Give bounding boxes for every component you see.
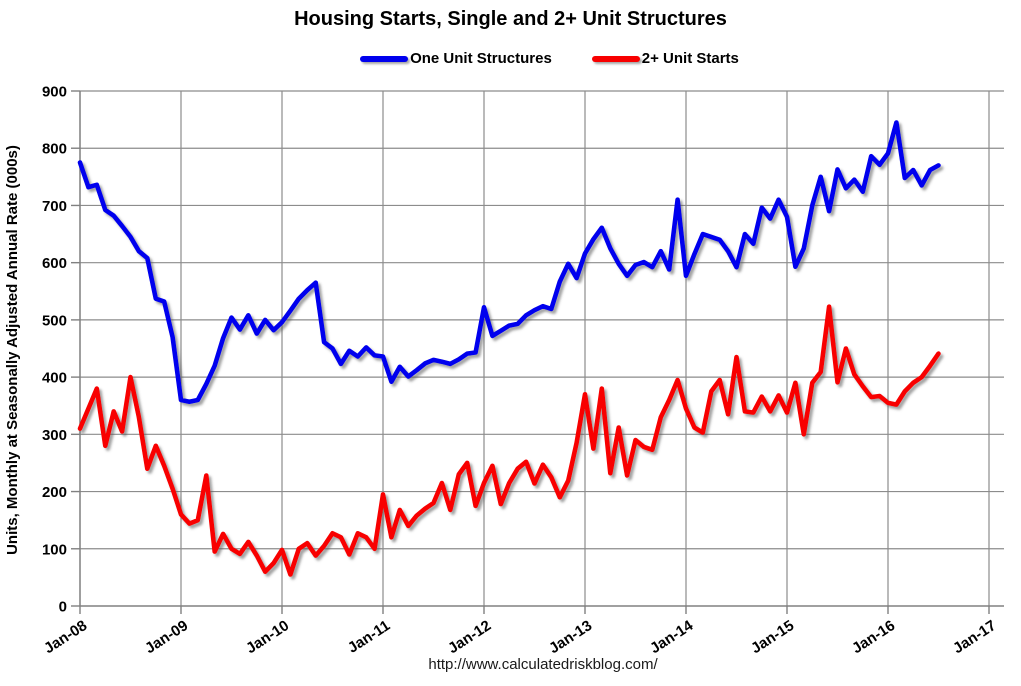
legend-item-one-unit: One Unit Structures [360,50,552,67]
y-tick-label: 0 [59,599,67,616]
chart-title: Housing Starts, Single and 2+ Unit Struc… [294,8,727,30]
x-tick-label: Jan-15 [748,617,797,657]
y-tick-labels: 0 100 200 300 400 500 600 700 800 900 [42,84,67,616]
one-unit-line-icon [360,55,409,62]
series-two-plus-line [77,304,941,577]
axis-lines [79,91,1004,607]
x-tick-label: Jan-17 [950,617,999,657]
x-tick-label: Jan-08 [41,617,90,657]
y-tick-label: 300 [42,427,67,444]
y-tick-label: 400 [42,370,67,387]
y-tick-label: 900 [42,84,67,101]
data-series [77,120,941,577]
y-tick-label: 600 [42,255,67,272]
x-gridlines [79,91,990,606]
x-tick-labels: Jan-08 Jan-09 Jan-10 Jan-11 Jan-12 Jan-13 Jan-… [41,617,999,658]
series-one-unit-line [77,120,941,405]
x-tick-label: Jan-13 [546,617,595,657]
y-tick-label: 200 [42,484,67,501]
axis-ticks [71,90,990,614]
footer-url: http://www.calculatedriskblog.com/ [428,656,658,673]
legend-item-two-plus: 2+ Unit Starts [591,50,739,67]
y-tick-label: 100 [42,541,67,558]
x-tick-label: Jan-16 [849,617,898,657]
legend-label-one-unit: One Unit Structures [410,50,552,67]
y-tick-label: 700 [42,198,67,215]
two-plus-line-icon [591,55,640,62]
y-axis-title: Units, Monthly at Seasonally Adjusted An… [4,145,21,555]
x-tick-label: Jan-12 [445,617,494,657]
x-tick-label: Jan-10 [243,617,292,657]
y-gridlines [80,90,1004,550]
x-tick-label: Jan-14 [647,617,697,658]
legend-label-two-plus: 2+ Unit Starts [641,50,739,67]
chart-legend: One Unit Structures 2+ Unit Starts [0,50,1021,67]
y-tick-label: 800 [42,141,67,158]
x-tick-label: Jan-11 [345,617,393,657]
y-tick-label: 500 [42,312,67,329]
x-tick-label: Jan-09 [142,617,191,657]
